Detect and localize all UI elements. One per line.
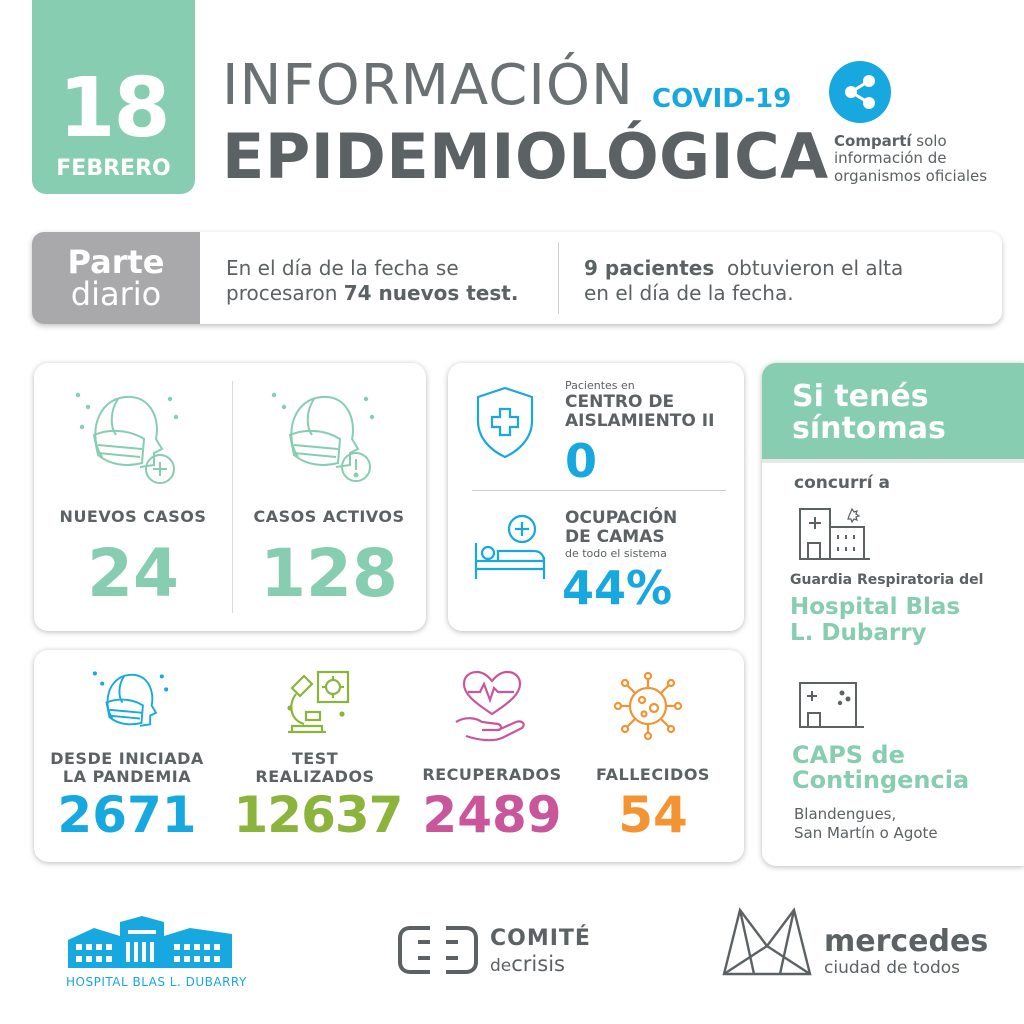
tests-label: TEST REALIZADOS bbox=[230, 749, 400, 787]
tests-value: 12637 bbox=[233, 786, 404, 844]
mask-plus-icon bbox=[74, 387, 184, 491]
comite-logo-icon bbox=[396, 924, 480, 980]
shield-cross-icon bbox=[474, 385, 536, 463]
discharge-line2: en el día de la fecha. bbox=[584, 281, 794, 305]
processed-tests-text: En el día de la fecha se procesaron 74 n… bbox=[226, 256, 556, 306]
parte-word: Parte bbox=[67, 243, 165, 281]
mercedes-logo-icon bbox=[720, 906, 814, 982]
hospital-building-icon bbox=[796, 503, 872, 565]
discharge-count: 9 pacientes bbox=[584, 256, 715, 280]
new-cases-value: 24 bbox=[87, 535, 179, 612]
symptoms-title: Si tenés síntomas bbox=[792, 381, 946, 444]
comite-crisis: crisis bbox=[511, 952, 565, 976]
discharge-text: 9 pacientes obtuvieron el alta en el día… bbox=[584, 256, 984, 306]
processed-count: 74 nuevos test. bbox=[343, 281, 519, 305]
discharge-rest: obtuvieron el alta bbox=[714, 256, 904, 280]
caps-name-line1: CAPS de bbox=[792, 741, 905, 769]
since-pandemic-value: 2671 bbox=[57, 786, 197, 844]
diario-word: diario bbox=[70, 275, 162, 313]
hospital-name: Hospital Blas L. Dubarry bbox=[790, 594, 961, 647]
patients-in-label: Pacientes en bbox=[565, 379, 635, 392]
comite-de: de bbox=[490, 956, 512, 976]
center-divider bbox=[472, 490, 726, 491]
since-pandemic-label-line1: DESDE INICIADA bbox=[50, 749, 204, 768]
caps-building-icon bbox=[796, 677, 866, 735]
caps-address: Blandengues, San Martín o Agote bbox=[794, 805, 938, 843]
date-badge: 18 FEBRERO bbox=[32, 0, 195, 194]
title-epidemiologica: EPIDEMIOLÓGICA bbox=[222, 120, 829, 193]
center-label: CENTRO DE AISLAMIENTO II bbox=[565, 393, 714, 430]
since-pandemic-label-line2: LA PANDEMIA bbox=[62, 767, 192, 787]
center-label-line2: AISLAMIENTO II bbox=[565, 410, 715, 431]
title-covid: COVID-19 bbox=[652, 84, 792, 114]
hospital-name-line2: L. Dubarry bbox=[790, 619, 927, 646]
mask-alert-icon bbox=[270, 387, 380, 491]
beds-label-line2: DE CAMAS bbox=[565, 526, 665, 547]
symptoms-header-shadow bbox=[762, 459, 1024, 463]
comite-title: COMITÉ bbox=[490, 926, 591, 951]
daily-report-bar: Parte diario En el día de la fecha se pr… bbox=[32, 232, 1002, 324]
active-cases-label: CASOS ACTIVOS bbox=[253, 507, 405, 526]
share-notice: Compartí solo información de organismos … bbox=[834, 132, 1014, 185]
deceased-value: 54 bbox=[618, 786, 688, 844]
caps-address-line2: San Martín o Agote bbox=[794, 823, 938, 842]
comite-subtitle: decrisis bbox=[490, 952, 565, 976]
parte-diario-label: Parte diario bbox=[32, 232, 200, 324]
share-icon[interactable] bbox=[829, 61, 891, 123]
processed-line1: En el día de la fecha se bbox=[226, 256, 459, 280]
mask-blue-icon bbox=[92, 666, 172, 746]
center-value: 0 bbox=[565, 434, 598, 488]
guardia-label: Guardia Respiratoria del bbox=[790, 572, 984, 588]
hospital-logo bbox=[64, 912, 236, 976]
recovered-value: 2489 bbox=[422, 786, 562, 844]
caps-name-line2: Contingencia bbox=[792, 766, 970, 795]
microscope-icon bbox=[282, 668, 356, 746]
share-bold: Compartí bbox=[834, 132, 912, 150]
totals-card: DESDE INICIADA LA PANDEMIA 2671 TEST REA… bbox=[34, 650, 744, 862]
hospital-logo-text: HOSPITAL BLAS L. DUBARRY bbox=[66, 975, 247, 989]
processed-line2: procesaron bbox=[226, 281, 344, 305]
hospital-bed-icon bbox=[472, 513, 548, 587]
new-cases-label: NUEVOS CASOS bbox=[59, 507, 207, 526]
symptoms-title-line1: Si tenés bbox=[792, 379, 929, 414]
since-pandemic-label: DESDE INICIADA LA PANDEMIA bbox=[42, 749, 212, 787]
caps-name: CAPS de Contingencia bbox=[792, 741, 970, 795]
beds-value: 44% bbox=[562, 561, 673, 615]
active-cases-value: 128 bbox=[260, 535, 398, 612]
cases-card: NUEVOS CASOS 24 CASOS ACTIVOS 128 bbox=[34, 363, 426, 631]
beds-sub-label: de todo el sistema bbox=[565, 547, 667, 560]
symptoms-card: Si tenés síntomas concurrí a Guardia Res… bbox=[762, 363, 1024, 866]
deceased-label: FALLECIDOS bbox=[596, 765, 710, 784]
share-line3: organismos oficiales bbox=[834, 166, 988, 185]
beds-label: OCUPACIÓN DE CAMAS bbox=[565, 509, 677, 546]
share-rest: solo bbox=[911, 132, 947, 150]
isolation-center-card: Pacientes en CENTRO DE AISLAMIENTO II 0 … bbox=[448, 363, 744, 631]
parte-divider bbox=[558, 242, 559, 314]
caps-address-line1: Blandengues, bbox=[794, 805, 897, 823]
go-to-label: concurrí a bbox=[794, 473, 891, 493]
symptoms-title-line2: síntomas bbox=[792, 410, 946, 446]
tests-label-line1: TEST bbox=[291, 749, 339, 768]
date-day: 18 bbox=[58, 61, 170, 156]
recovered-label: RECUPERADOS bbox=[422, 765, 562, 784]
center-label-line1: CENTRO DE bbox=[565, 392, 675, 412]
cases-divider bbox=[232, 381, 233, 613]
mercedes-subtitle: ciudad de todos bbox=[824, 958, 961, 978]
symptoms-header: Si tenés síntomas bbox=[762, 363, 1024, 459]
hospital-name-line1: Hospital Blas bbox=[790, 594, 961, 620]
virus-icon bbox=[612, 670, 684, 746]
title-informacion: INFORMACIÓN bbox=[222, 53, 634, 118]
share-line2: información de bbox=[834, 149, 947, 168]
tests-label-line2: REALIZADOS bbox=[255, 767, 375, 787]
heart-hand-icon bbox=[452, 670, 532, 746]
beds-label-line1: OCUPACIÓN bbox=[565, 508, 678, 528]
date-month: FEBRERO bbox=[56, 156, 171, 181]
mercedes-title: mercedes bbox=[824, 924, 989, 959]
